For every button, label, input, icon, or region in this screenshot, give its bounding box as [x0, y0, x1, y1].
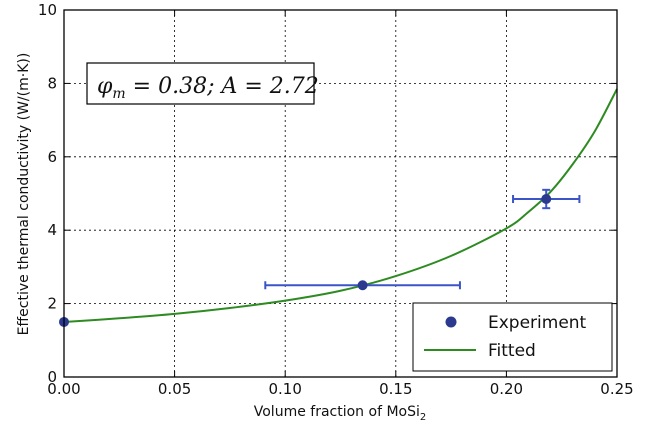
legend-experiment-label: Experiment [488, 313, 587, 333]
x-tick-label: 0.00 [47, 380, 80, 398]
axis-ticks: 0.00 0.05 0.10 0.15 0.20 0.25 0 2 4 6 8 10 [38, 1, 634, 398]
annotation-values: = 0.38; A = 2.72 [126, 74, 319, 99]
x-tick-label: 0.10 [268, 380, 301, 398]
experiment-marker [541, 194, 552, 205]
experiment-point [264, 280, 461, 291]
x-axis-label-sub: 2 [420, 412, 426, 423]
y-tick-label: 10 [38, 1, 57, 19]
legend-experiment-marker [445, 316, 457, 328]
legend-fitted-label: Fitted [488, 341, 536, 361]
y-axis-label: Effective thermal conductivity (W/(m·K)) [16, 53, 32, 336]
plot-frame [63, 9, 618, 378]
annotation-phi: φ [97, 74, 113, 99]
annotation-box [86, 62, 315, 105]
legend-box [412, 302, 613, 372]
x-tick-label: 0.15 [379, 380, 412, 398]
experiment-marker [357, 280, 368, 291]
y-tick-label: 2 [47, 295, 57, 313]
fitted-series [63, 88, 618, 323]
experiment-point [512, 188, 581, 210]
y-tick-label: 6 [47, 148, 57, 166]
y-tick-label: 8 [47, 74, 57, 92]
annotation-text: φm = 0.38; A = 2.72 [97, 74, 319, 102]
x-tick-label: 0.05 [158, 380, 191, 398]
legend: Experiment Fitted [412, 302, 613, 372]
x-axis-label: Volume fraction of MoSi2 [254, 404, 427, 423]
fitted-line [63, 88, 618, 323]
x-tick-label: 0.20 [490, 380, 523, 398]
fit-parameters-annotation: φm = 0.38; A = 2.72 [86, 62, 319, 105]
x-tick-label: 0.25 [600, 380, 633, 398]
x-axis-label-main: Volume fraction of MoSi [254, 404, 420, 420]
y-tick-label: 4 [47, 221, 57, 239]
annotation-phi-sub: m [112, 86, 125, 102]
y-tick-label: 0 [47, 368, 57, 386]
